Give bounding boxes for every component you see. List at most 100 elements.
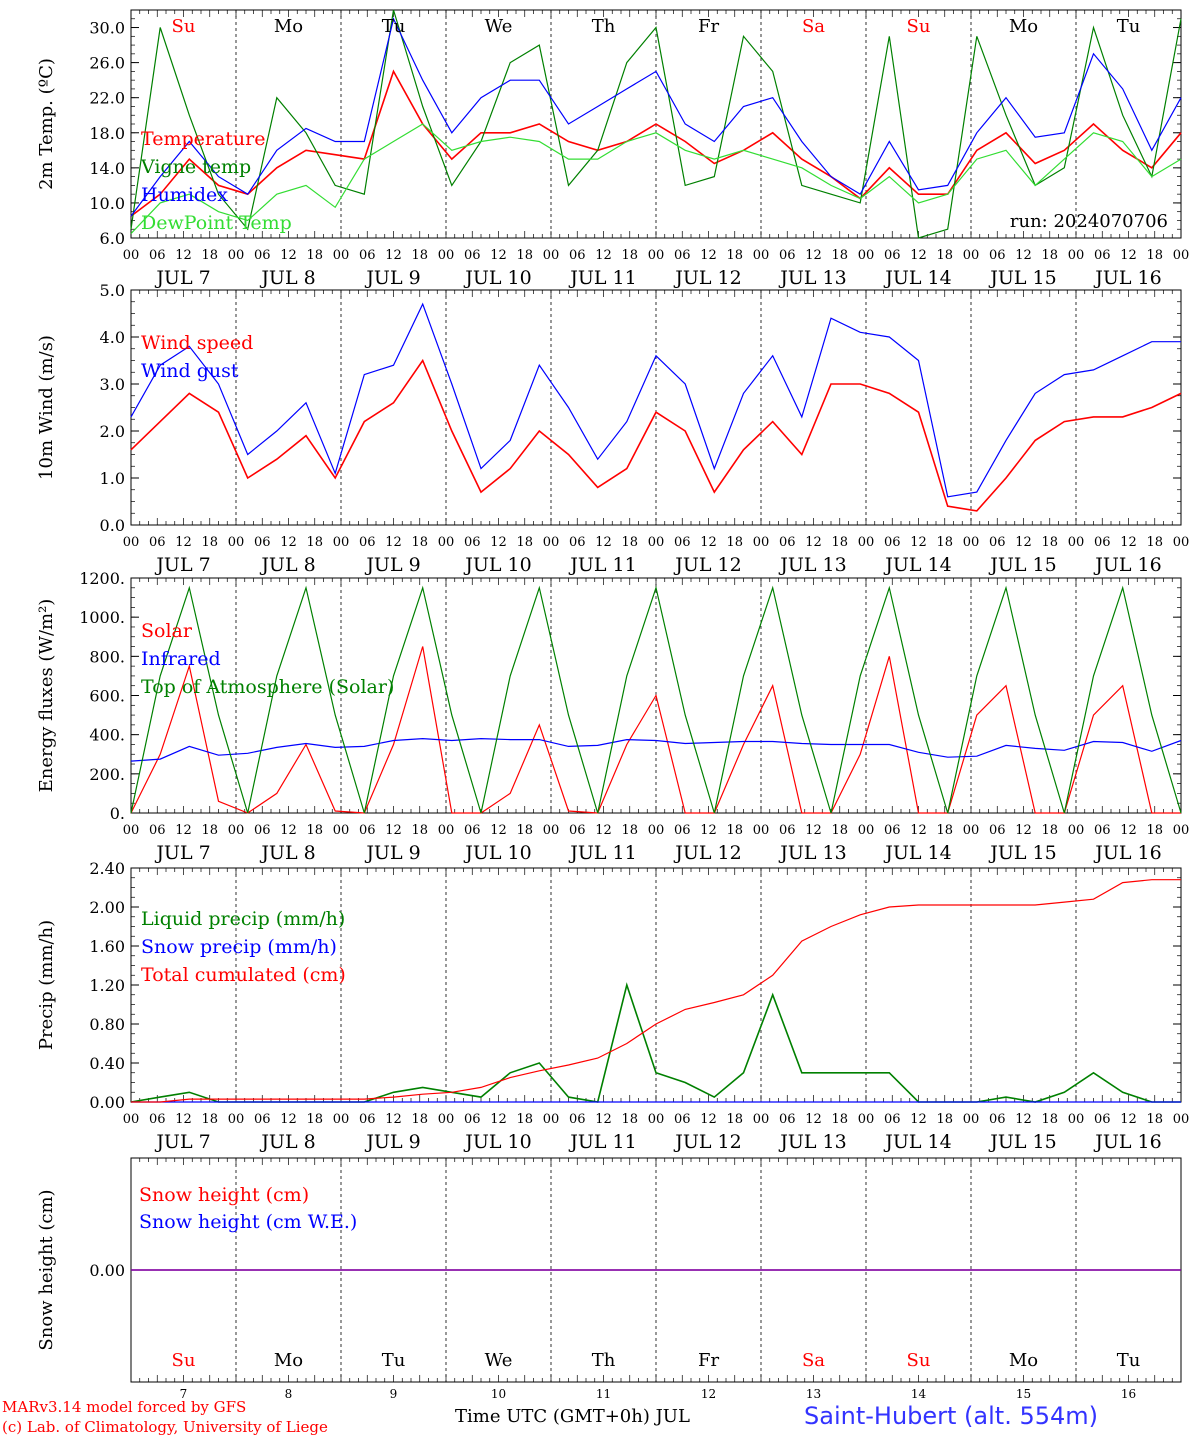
legend-entry: Humidex bbox=[141, 184, 228, 206]
legend-entry: Liquid precip (mm/h) bbox=[141, 908, 345, 930]
hour-label: 18 bbox=[831, 823, 848, 838]
hour-label: 12 bbox=[1120, 248, 1137, 263]
credit-line-2: (c) Lab. of Climatology, University of L… bbox=[2, 1418, 328, 1436]
hour-label: 06 bbox=[359, 1112, 376, 1127]
date-label: JUL 16 bbox=[1093, 267, 1161, 289]
hour-label: 18 bbox=[201, 535, 218, 550]
date-label: JUL 13 bbox=[778, 554, 846, 576]
hour-label: 06 bbox=[359, 248, 376, 263]
hour-label: 12 bbox=[175, 1112, 192, 1127]
run-label: run: 2024070706 bbox=[1010, 211, 1168, 232]
hour-label: 06 bbox=[254, 823, 271, 838]
date-label: JUL 11 bbox=[568, 267, 636, 289]
hour-label: 18 bbox=[411, 1112, 428, 1127]
day-number-label: 15 bbox=[1016, 1387, 1031, 1401]
hour-label: 12 bbox=[910, 1112, 927, 1127]
date-label: JUL 11 bbox=[568, 554, 636, 576]
hour-label: 18 bbox=[936, 535, 953, 550]
hour-label: 06 bbox=[884, 1112, 901, 1127]
y-tick-label: 200. bbox=[89, 765, 125, 784]
date-label: JUL 8 bbox=[259, 1131, 315, 1153]
hour-label: 00 bbox=[858, 823, 875, 838]
hour-label: 18 bbox=[306, 248, 323, 263]
hour-label: 18 bbox=[831, 535, 848, 550]
hour-label: 12 bbox=[910, 535, 927, 550]
hour-label: 12 bbox=[490, 1112, 507, 1127]
hour-label: 18 bbox=[726, 1112, 743, 1127]
hour-label: 00 bbox=[1173, 823, 1190, 838]
date-label: JUL 16 bbox=[1093, 842, 1161, 864]
hour-label: 06 bbox=[1094, 1112, 1111, 1127]
day-name-label: We bbox=[485, 1350, 513, 1371]
legend-entry: Vigne temp bbox=[140, 156, 251, 178]
day-name-top: Tu bbox=[382, 16, 406, 37]
hour-label: 00 bbox=[1173, 1112, 1190, 1127]
hour-label: 06 bbox=[149, 535, 166, 550]
day-name-top: Su bbox=[907, 16, 931, 37]
date-label: JUL 10 bbox=[463, 842, 531, 864]
hour-label: 06 bbox=[884, 823, 901, 838]
y-tick-label: 0.40 bbox=[89, 1054, 125, 1073]
hour-label: 18 bbox=[1041, 535, 1058, 550]
y-axis-label: 10m Wind (m/s) bbox=[36, 335, 57, 480]
hour-label: 00 bbox=[123, 823, 140, 838]
hour-label: 06 bbox=[674, 1112, 691, 1127]
hour-label: 18 bbox=[831, 248, 848, 263]
day-name-top: Th bbox=[592, 16, 616, 37]
hour-label: 18 bbox=[1146, 1112, 1163, 1127]
x-axis-label: Time UTC (GMT+0h) JUL bbox=[455, 1406, 690, 1427]
day-name-top: Mo bbox=[1009, 16, 1038, 37]
hour-label: 00 bbox=[123, 1112, 140, 1127]
hour-label: 06 bbox=[569, 823, 586, 838]
hour-label: 00 bbox=[963, 535, 980, 550]
day-name-label: Th bbox=[592, 1350, 616, 1371]
date-label: JUL 16 bbox=[1093, 554, 1161, 576]
day-number-label: 10 bbox=[491, 1387, 506, 1401]
y-tick-label: 0. bbox=[110, 804, 125, 823]
hour-label: 06 bbox=[884, 535, 901, 550]
hour-label: 00 bbox=[123, 248, 140, 263]
hour-label: 18 bbox=[621, 535, 638, 550]
hour-label: 12 bbox=[490, 823, 507, 838]
hour-label: 00 bbox=[543, 535, 560, 550]
y-tick-label: 800. bbox=[89, 647, 125, 666]
legend-entry: Solar bbox=[141, 620, 193, 642]
date-label: JUL 16 bbox=[1093, 1131, 1161, 1153]
hour-label: 06 bbox=[779, 535, 796, 550]
day-name-top: We bbox=[485, 16, 513, 37]
hour-label: 00 bbox=[438, 535, 455, 550]
hour-label: 12 bbox=[700, 823, 717, 838]
y-axis-label: Energy fluxes (W/m²) bbox=[36, 599, 57, 793]
hour-label: 18 bbox=[306, 535, 323, 550]
hour-label: 00 bbox=[438, 248, 455, 263]
hour-label: 00 bbox=[543, 1112, 560, 1127]
y-axis-label: 2m Temp. (ºC) bbox=[36, 58, 57, 190]
hour-label: 12 bbox=[175, 535, 192, 550]
y-tick-label: 4.0 bbox=[100, 328, 125, 347]
hour-label: 00 bbox=[1068, 1112, 1085, 1127]
legend-entry: Wind gust bbox=[141, 360, 239, 382]
hour-label: 12 bbox=[280, 1112, 297, 1127]
legend-entry: Snow height (cm) bbox=[139, 1184, 309, 1206]
hour-label: 12 bbox=[700, 1112, 717, 1127]
legend-entry: Infrared bbox=[141, 648, 221, 670]
hour-label: 06 bbox=[569, 248, 586, 263]
hour-label: 06 bbox=[254, 1112, 271, 1127]
date-label: JUL 14 bbox=[883, 267, 951, 289]
hour-label: 06 bbox=[989, 535, 1006, 550]
series-line-top-of-atmosphere-solar- bbox=[130, 585, 1182, 814]
series-line-wind-speed bbox=[130, 358, 1182, 512]
y-tick-label: 2.40 bbox=[89, 859, 125, 878]
day-number-label: 8 bbox=[285, 1387, 293, 1401]
hour-label: 00 bbox=[1068, 248, 1085, 263]
hour-label: 00 bbox=[1068, 535, 1085, 550]
hour-label: 06 bbox=[674, 823, 691, 838]
hour-label: 06 bbox=[989, 1112, 1006, 1127]
hour-label: 06 bbox=[779, 248, 796, 263]
hour-label: 00 bbox=[438, 1112, 455, 1127]
hour-label: 00 bbox=[543, 248, 560, 263]
date-label: JUL 15 bbox=[988, 554, 1056, 576]
hour-label: 18 bbox=[516, 535, 533, 550]
legend-entry: Total cumulated (cm) bbox=[141, 964, 346, 986]
hour-label: 12 bbox=[1120, 535, 1137, 550]
